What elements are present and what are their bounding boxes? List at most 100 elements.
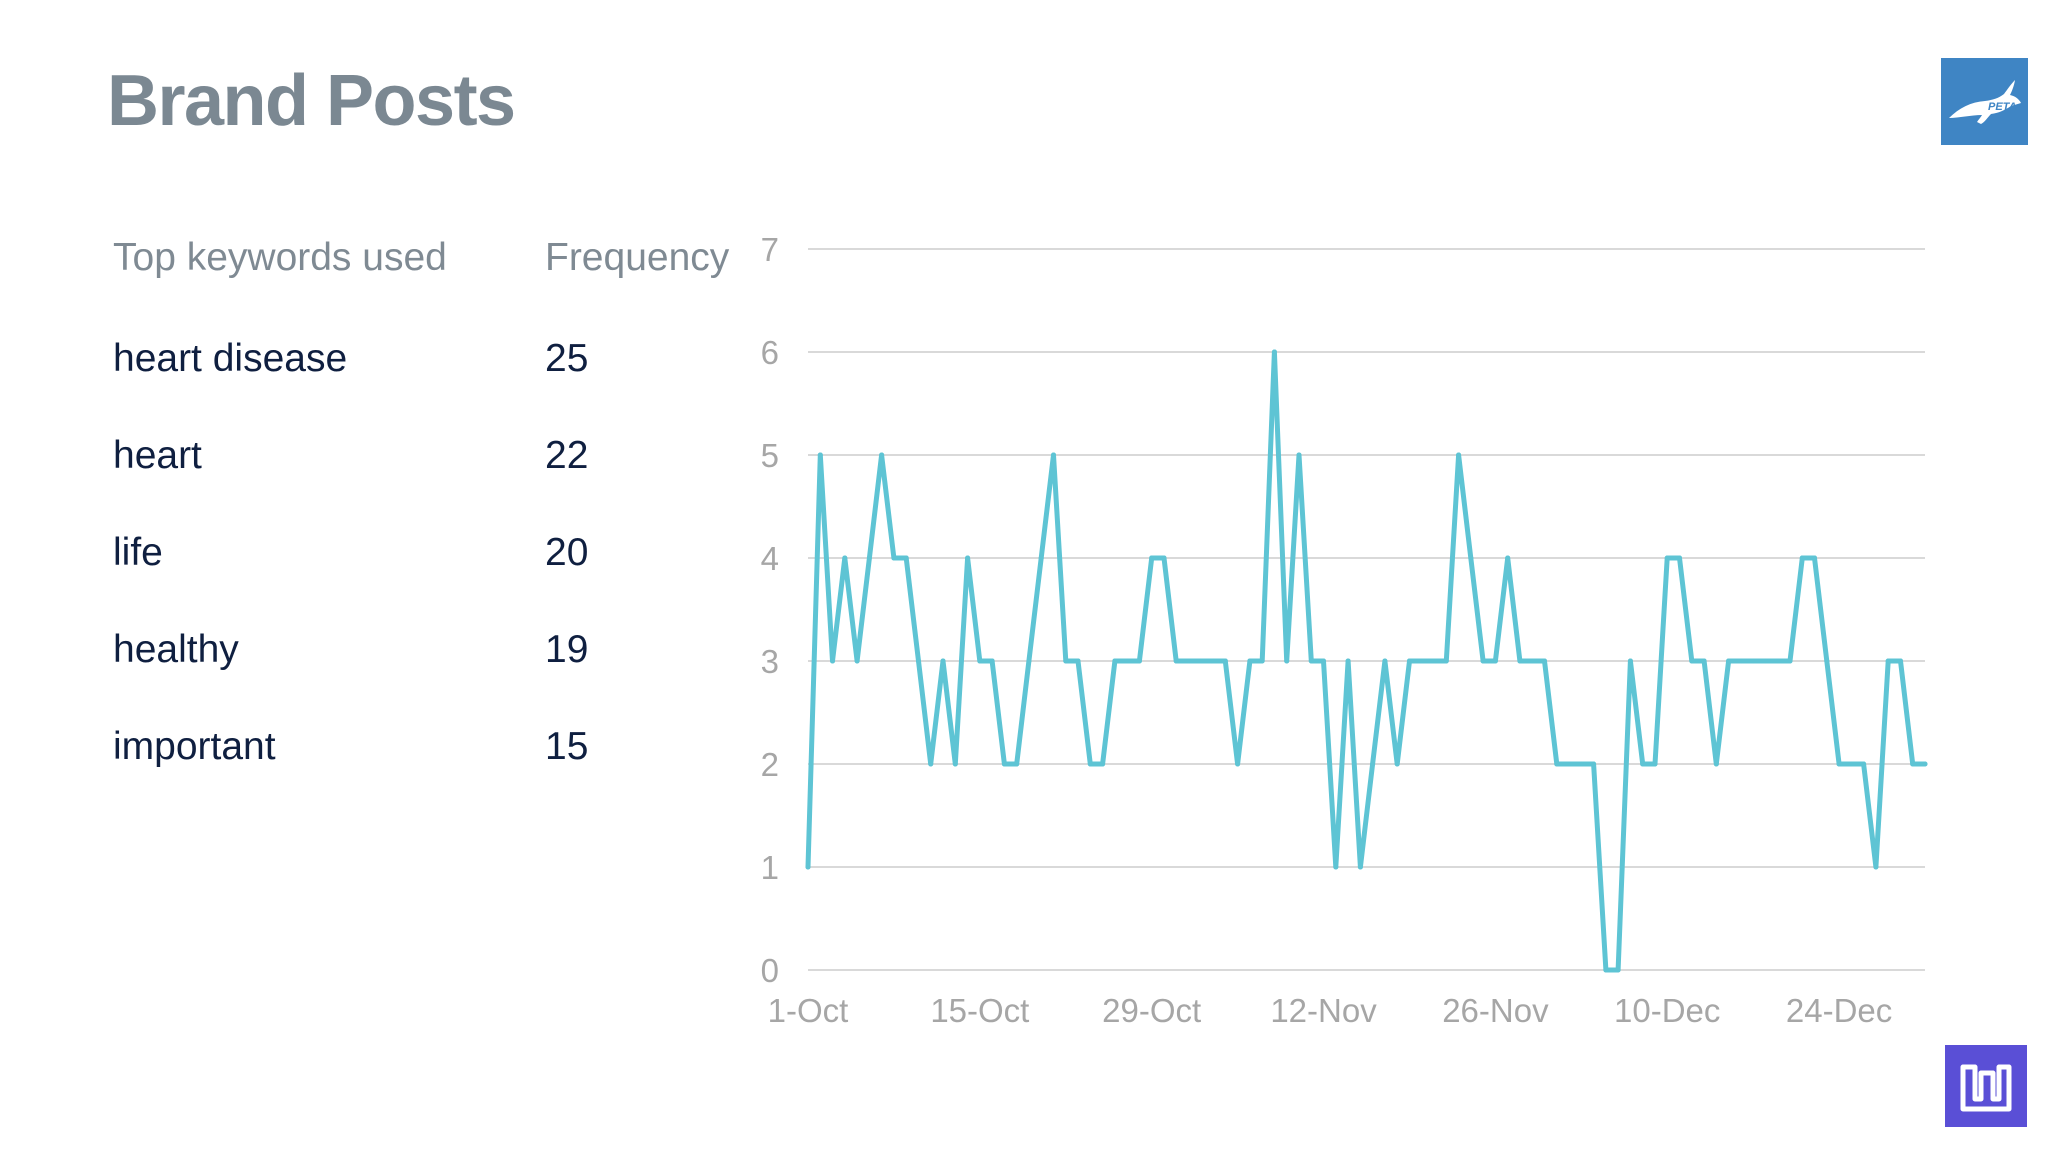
data-point [1406,658,1412,664]
chart-series [805,349,1928,973]
data-point [1001,761,1007,767]
data-point [1529,658,1535,664]
frequency-cell: 22 [545,434,589,477]
data-point [1173,658,1179,664]
data-point [952,761,958,767]
data-point [1235,761,1241,767]
data-point [1738,658,1744,664]
data-point [1333,864,1339,870]
data-point [1394,761,1400,767]
data-point [1370,761,1376,767]
keywords-table: Top keywords used Frequency heart diseas… [113,230,753,768]
table-row: important 15 [113,725,753,822]
data-point [1210,658,1216,664]
chart-gridlines [808,248,1925,971]
data-point [830,658,836,664]
frequency-cell: 20 [545,531,589,574]
data-point [1271,349,1277,355]
data-point [928,761,934,767]
data-point [1554,761,1560,767]
data-point [1578,761,1584,767]
data-point [854,658,860,664]
data-point [977,658,983,664]
data-point [1014,761,1020,767]
page-title: Brand Posts [107,61,516,141]
data-point [1861,761,1867,767]
keywords-table-body: heart disease 25 heart 22 life 20 health… [113,337,753,822]
data-point [1713,761,1719,767]
data-point [1541,658,1547,664]
data-point [1112,658,1118,664]
data-point [1443,658,1449,664]
data-point [1812,555,1818,561]
data-point [1664,555,1670,561]
data-point [1824,658,1830,664]
data-point [1775,658,1781,664]
table-row: heart 22 [113,434,753,531]
peta-logo: PETA [1941,58,2028,145]
x-axis-ticks: 1-Oct 15-Oct 29-Oct 12-Nov 26-Nov 10-Dec 24-De… [768,992,1893,1029]
data-point [940,658,946,664]
data-point [1456,452,1462,458]
data-point [1566,761,1572,767]
data-point [1762,658,1768,664]
keywords-table-header: Top keywords used Frequency [113,230,753,290]
data-point [1603,967,1609,973]
data-point [1701,658,1707,664]
data-point [989,658,995,664]
data-point [1787,658,1793,664]
table-row: heart disease 25 [113,337,753,434]
data-point [879,452,885,458]
y-tick-label: 0 [761,952,779,989]
data-point [1468,555,1474,561]
data-point [1726,658,1732,664]
data-point [805,864,811,870]
data-point [842,555,848,561]
data-point [1419,658,1425,664]
data-point [1897,658,1903,664]
data-point [1885,658,1891,664]
data-point [1505,555,1511,561]
data-point [1186,658,1192,664]
keyword-cell: healthy [113,628,239,671]
keyword-cell: heart [113,434,202,477]
data-point [1063,658,1069,664]
data-point [1799,555,1805,561]
data-point [1431,658,1437,664]
data-point [1492,658,1498,664]
y-tick-label: 6 [761,334,779,371]
data-point [1382,658,1388,664]
data-point [1259,658,1265,664]
data-point [915,658,921,664]
y-tick-label: 4 [761,540,779,577]
data-point [1026,658,1032,664]
data-point [903,555,909,561]
data-point [1296,452,1302,458]
data-point [1345,658,1351,664]
data-point [1627,658,1633,664]
data-point [1087,761,1093,767]
data-point [1640,761,1646,767]
data-point [1050,452,1056,458]
frequency-column-header: Frequency [545,236,730,279]
x-tick-label: 26-Nov [1442,992,1549,1029]
table-row: healthy 19 [113,628,753,725]
data-point [1750,658,1756,664]
data-point [817,452,823,458]
keyword-cell: heart disease [113,337,348,380]
y-tick-label: 2 [761,746,779,783]
data-point [1873,864,1879,870]
data-point [1677,555,1683,561]
keyword-column-header: Top keywords used [113,236,447,279]
rabbit-icon: PETA [1949,80,2021,124]
data-point [1222,658,1228,664]
keyword-cell: important [113,725,276,768]
data-point [1591,761,1597,767]
y-axis-ticks: 0 1 2 3 4 5 6 7 [761,231,779,989]
data-point [1689,658,1695,664]
data-point [1357,864,1363,870]
x-tick-label: 1-Oct [768,992,849,1029]
data-point [1136,658,1142,664]
data-point [1149,555,1155,561]
data-point [1480,658,1486,664]
